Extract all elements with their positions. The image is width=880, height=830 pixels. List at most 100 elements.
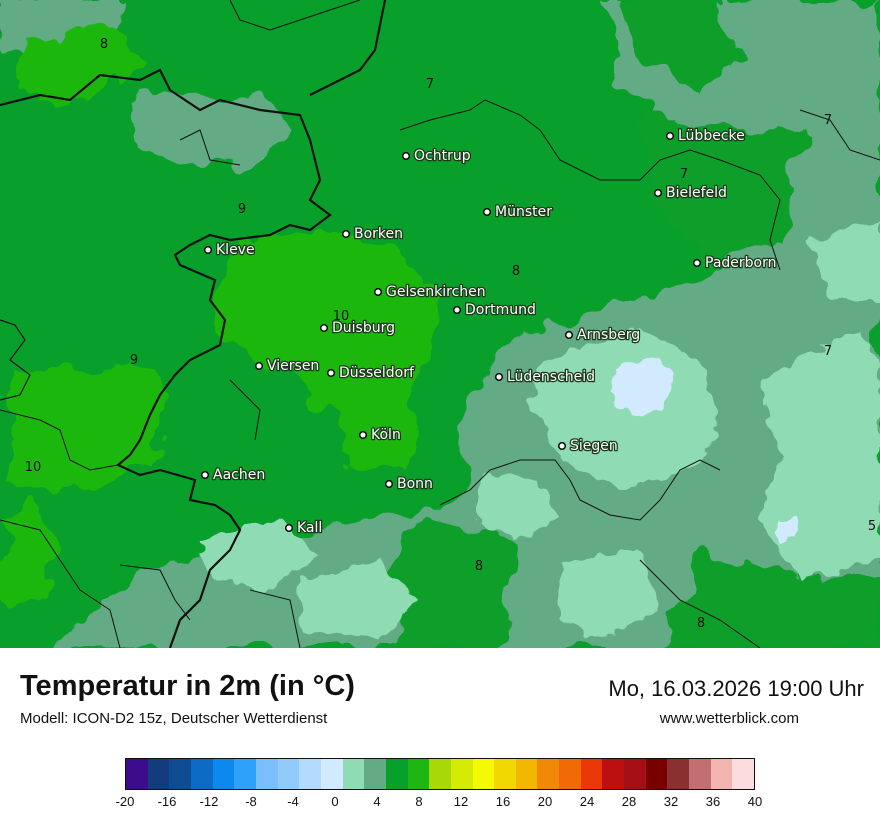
- borders: [0, 0, 880, 648]
- legend-swatch: [212, 759, 235, 789]
- legend-swatch: [320, 759, 343, 789]
- city-label: Duisburg: [332, 320, 395, 336]
- city-dot: [358, 430, 368, 440]
- city-label: Dortmund: [465, 302, 536, 318]
- city-viersen: Viersen: [254, 357, 321, 375]
- website-link[interactable]: www.wetterblick.com: [659, 710, 799, 727]
- city-label: Kleve: [216, 242, 255, 258]
- legend-swatch: [645, 759, 668, 789]
- legend-tick-label: 20: [537, 794, 553, 809]
- city-label: Viersen: [267, 358, 319, 374]
- legend-swatch: [169, 759, 191, 789]
- legend-tick-label: 4: [373, 794, 381, 809]
- city-dot: [319, 323, 329, 333]
- legend-swatch: [429, 759, 451, 789]
- legend-swatch: [689, 759, 711, 789]
- legend-swatch: [559, 759, 581, 789]
- legend-swatch: [385, 759, 408, 789]
- contour-label: 5: [868, 519, 876, 534]
- legend-swatch: [364, 759, 386, 789]
- legend-swatch: [147, 759, 170, 789]
- city-l-bbecke: Lübbecke: [665, 127, 746, 145]
- city-bielefeld: Bielefeld: [653, 184, 728, 202]
- city-label: Lübbecke: [678, 128, 745, 144]
- city-d-sseldorf: Düsseldorf: [326, 364, 416, 382]
- city-m-nster: Münster: [482, 203, 554, 221]
- city-label: Bonn: [397, 476, 433, 492]
- contour-label: 7: [680, 167, 688, 182]
- city-dot: [200, 470, 210, 480]
- legend-tick-label: 0: [331, 794, 339, 809]
- contour-label: 9: [238, 202, 246, 217]
- legend-tick-label: -20: [115, 794, 135, 809]
- legend-swatch: [667, 759, 690, 789]
- city-arnsberg: Arnsberg: [564, 326, 641, 344]
- city-label: Arnsberg: [577, 327, 640, 343]
- legend-swatch: [537, 759, 560, 789]
- city-label: Aachen: [213, 467, 265, 483]
- temperature-band-2: [610, 355, 798, 545]
- legend-swatch: [234, 759, 256, 789]
- city-dot: [326, 368, 336, 378]
- city-duisburg: Duisburg: [319, 319, 396, 337]
- contour-label: 8: [100, 37, 108, 52]
- city-label: Kall: [297, 520, 322, 536]
- legend-swatch: [624, 759, 646, 789]
- city-markers: Lübbecke Ochtrup Bielefeld Münster Borken Kle…: [200, 127, 778, 537]
- legend-tick-label: 8: [415, 794, 423, 809]
- city-label: Siegen: [570, 438, 618, 454]
- city-dot: [341, 229, 351, 239]
- city-dortmund: Dortmund: [452, 301, 537, 319]
- city-bonn: Bonn: [384, 475, 434, 493]
- city-dot: [254, 361, 264, 371]
- contour-labels: 8 7 7 7 9 8 10 9 7 10 5 8 8: [25, 37, 876, 631]
- city-dot: [557, 441, 567, 451]
- legend-tick-label: -12: [199, 794, 219, 809]
- temperature-band-10: [0, 30, 440, 600]
- temperature-band-8-east: [380, 0, 880, 648]
- map-footer: Temperatur in 2m (in °C) Modell: ICON-D2…: [0, 648, 880, 830]
- city-label: Gelsenkirchen: [386, 284, 486, 300]
- contour-label: 10: [333, 309, 350, 324]
- contour-label: 8: [512, 264, 520, 279]
- contour-label: 9: [130, 353, 138, 368]
- city-label: Köln: [371, 427, 401, 443]
- legend-tick-label: 16: [495, 794, 511, 809]
- city-kleve: Kleve: [203, 241, 256, 259]
- legend-tick-label: 32: [663, 794, 679, 809]
- city-kall: Kall: [284, 519, 324, 537]
- legend-swatch: [126, 759, 148, 789]
- forecast-datetime: Mo, 16.03.2026 19:00 Uhr: [608, 676, 864, 701]
- city-k-ln: Köln: [358, 426, 402, 444]
- contour-label: 8: [697, 616, 705, 631]
- city-ochtrup: Ochtrup: [401, 147, 472, 165]
- legend-tick-label: 12: [453, 794, 469, 809]
- city-label: Düsseldorf: [339, 365, 415, 381]
- contour-label: 7: [824, 344, 832, 359]
- city-paderborn: Paderborn: [692, 254, 778, 272]
- legend-tick-label: -16: [157, 794, 177, 809]
- legend-swatch: [299, 759, 321, 789]
- legend-swatch: [255, 759, 278, 789]
- city-label: Paderborn: [705, 255, 776, 271]
- legend-swatch: [342, 759, 365, 789]
- city-label: Ochtrup: [414, 148, 471, 164]
- legend-swatch: [732, 759, 755, 789]
- legend-tick-label: 28: [621, 794, 637, 809]
- legend-tick-label: -8: [245, 794, 257, 809]
- legend-swatch: [277, 759, 300, 789]
- map-title: Temperatur in 2m (in °C): [20, 670, 355, 702]
- legend-tick-label: 40: [747, 794, 763, 809]
- city-dot: [494, 372, 504, 382]
- legend-swatch: [710, 759, 733, 789]
- color-legend-bar: [125, 758, 755, 790]
- map-canvas: Lübbecke Ochtrup Bielefeld Münster Borken Kle…: [0, 0, 880, 648]
- legend-swatch: [190, 759, 213, 789]
- contour-label: 7: [426, 77, 434, 92]
- city-borken: Borken: [341, 225, 404, 243]
- city-dot: [384, 479, 394, 489]
- city-dot: [452, 305, 462, 315]
- city-dot: [401, 151, 411, 161]
- city-gelsenkirchen: Gelsenkirchen: [373, 283, 487, 301]
- contour-label: 10: [25, 460, 42, 475]
